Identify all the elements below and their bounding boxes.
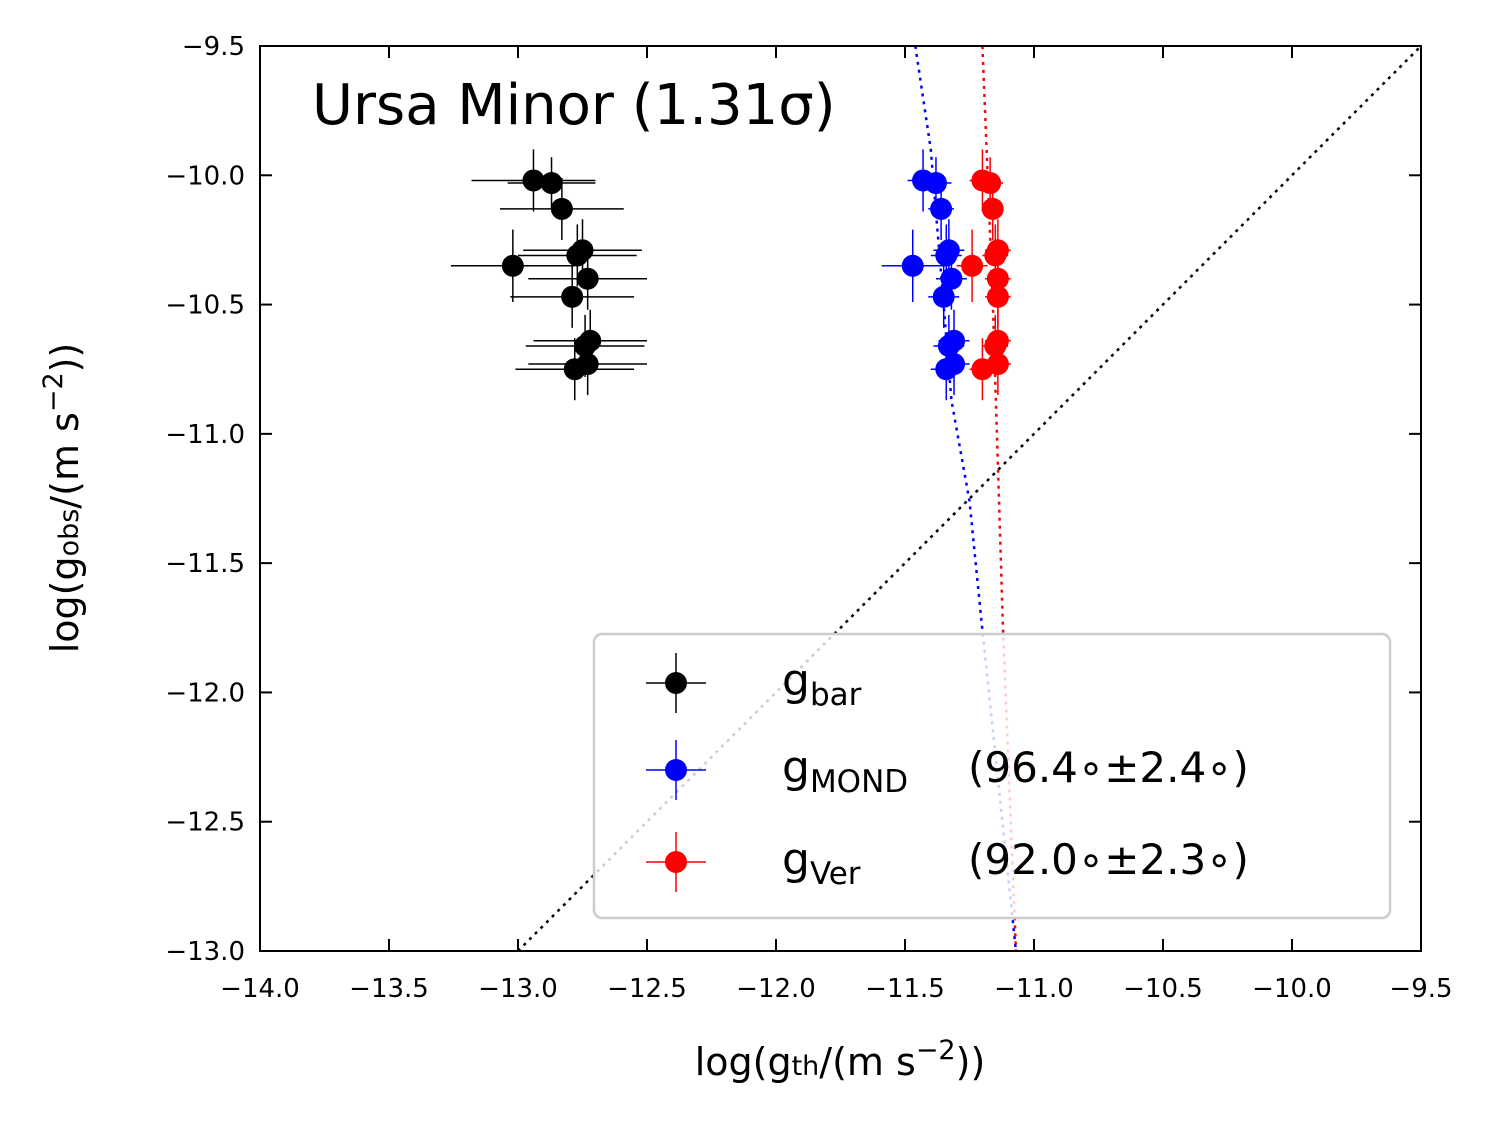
- y-tick-label: −11.5: [165, 549, 245, 579]
- legend-subscript: bar: [810, 677, 862, 713]
- point: [935, 244, 958, 267]
- point: [961, 254, 984, 277]
- x-axis-label: log(gth/(m s−2)): [695, 1035, 986, 1084]
- legend-subscript: Ver: [810, 856, 861, 892]
- y-tick-label: −10.5: [165, 291, 245, 321]
- x-tick-label: −13.5: [349, 974, 429, 1004]
- point: [930, 197, 953, 220]
- point: [561, 285, 584, 308]
- x-tick-label: −12.5: [607, 974, 687, 1004]
- y-tick-label: −12.0: [165, 678, 245, 708]
- y-axis-label: log(gobs/(m s−2)): [38, 343, 87, 654]
- legend-annotation: (92.0∘±2.3∘): [968, 835, 1249, 884]
- x-tick-label: −12.0: [736, 974, 816, 1004]
- y-tick-label: −12.5: [165, 808, 245, 838]
- legend-name: g: [782, 655, 810, 706]
- point: [924, 172, 947, 195]
- legend-box: [592, 632, 1392, 920]
- plot-area: [450, 46, 1421, 951]
- point: [501, 254, 524, 277]
- point: [574, 334, 597, 357]
- legend-name: g: [782, 742, 810, 793]
- legend-marker: [665, 672, 687, 694]
- y-tick-label: −9.5: [182, 32, 245, 62]
- plot-frame: [259, 45, 1422, 952]
- x-tick-label: −14.0: [220, 974, 300, 1004]
- point: [971, 358, 994, 381]
- legend-label: gbar: [782, 655, 862, 713]
- point: [932, 285, 955, 308]
- legend-label: gVer: [782, 834, 861, 892]
- legend-subscript: MOND: [810, 764, 908, 800]
- x-tick-label: −11.5: [865, 974, 945, 1004]
- point: [540, 172, 563, 195]
- legend-label: gMOND: [782, 742, 908, 800]
- x-tick-label: −10.0: [1252, 974, 1332, 1004]
- point: [522, 169, 545, 192]
- point: [940, 267, 963, 290]
- model-line: [517, 46, 1421, 951]
- point: [935, 358, 958, 381]
- x-tick-label: −11.0: [994, 974, 1074, 1004]
- point: [984, 334, 1007, 357]
- point: [576, 267, 599, 290]
- point: [984, 244, 1007, 267]
- point: [550, 197, 573, 220]
- point: [979, 172, 1002, 195]
- point: [986, 285, 1009, 308]
- point: [563, 358, 586, 381]
- x-tick-label: −9.5: [1389, 974, 1452, 1004]
- y-tick-label: −13.0: [165, 937, 245, 967]
- y-tick-label: −10.0: [165, 161, 245, 191]
- legend-marker: [665, 851, 687, 873]
- legend-annotation: (96.4∘±2.4∘): [968, 743, 1249, 792]
- legend-name: g: [782, 834, 810, 885]
- y-tick-label: −11.0: [165, 420, 245, 450]
- point: [566, 244, 589, 267]
- point: [981, 197, 1004, 220]
- legend-marker: [665, 759, 687, 781]
- chart-title: Ursa Minor (1.31σ): [312, 73, 836, 138]
- x-tick-label: −10.5: [1123, 974, 1203, 1004]
- point: [901, 254, 924, 277]
- x-tick-label: −13.0: [478, 974, 558, 1004]
